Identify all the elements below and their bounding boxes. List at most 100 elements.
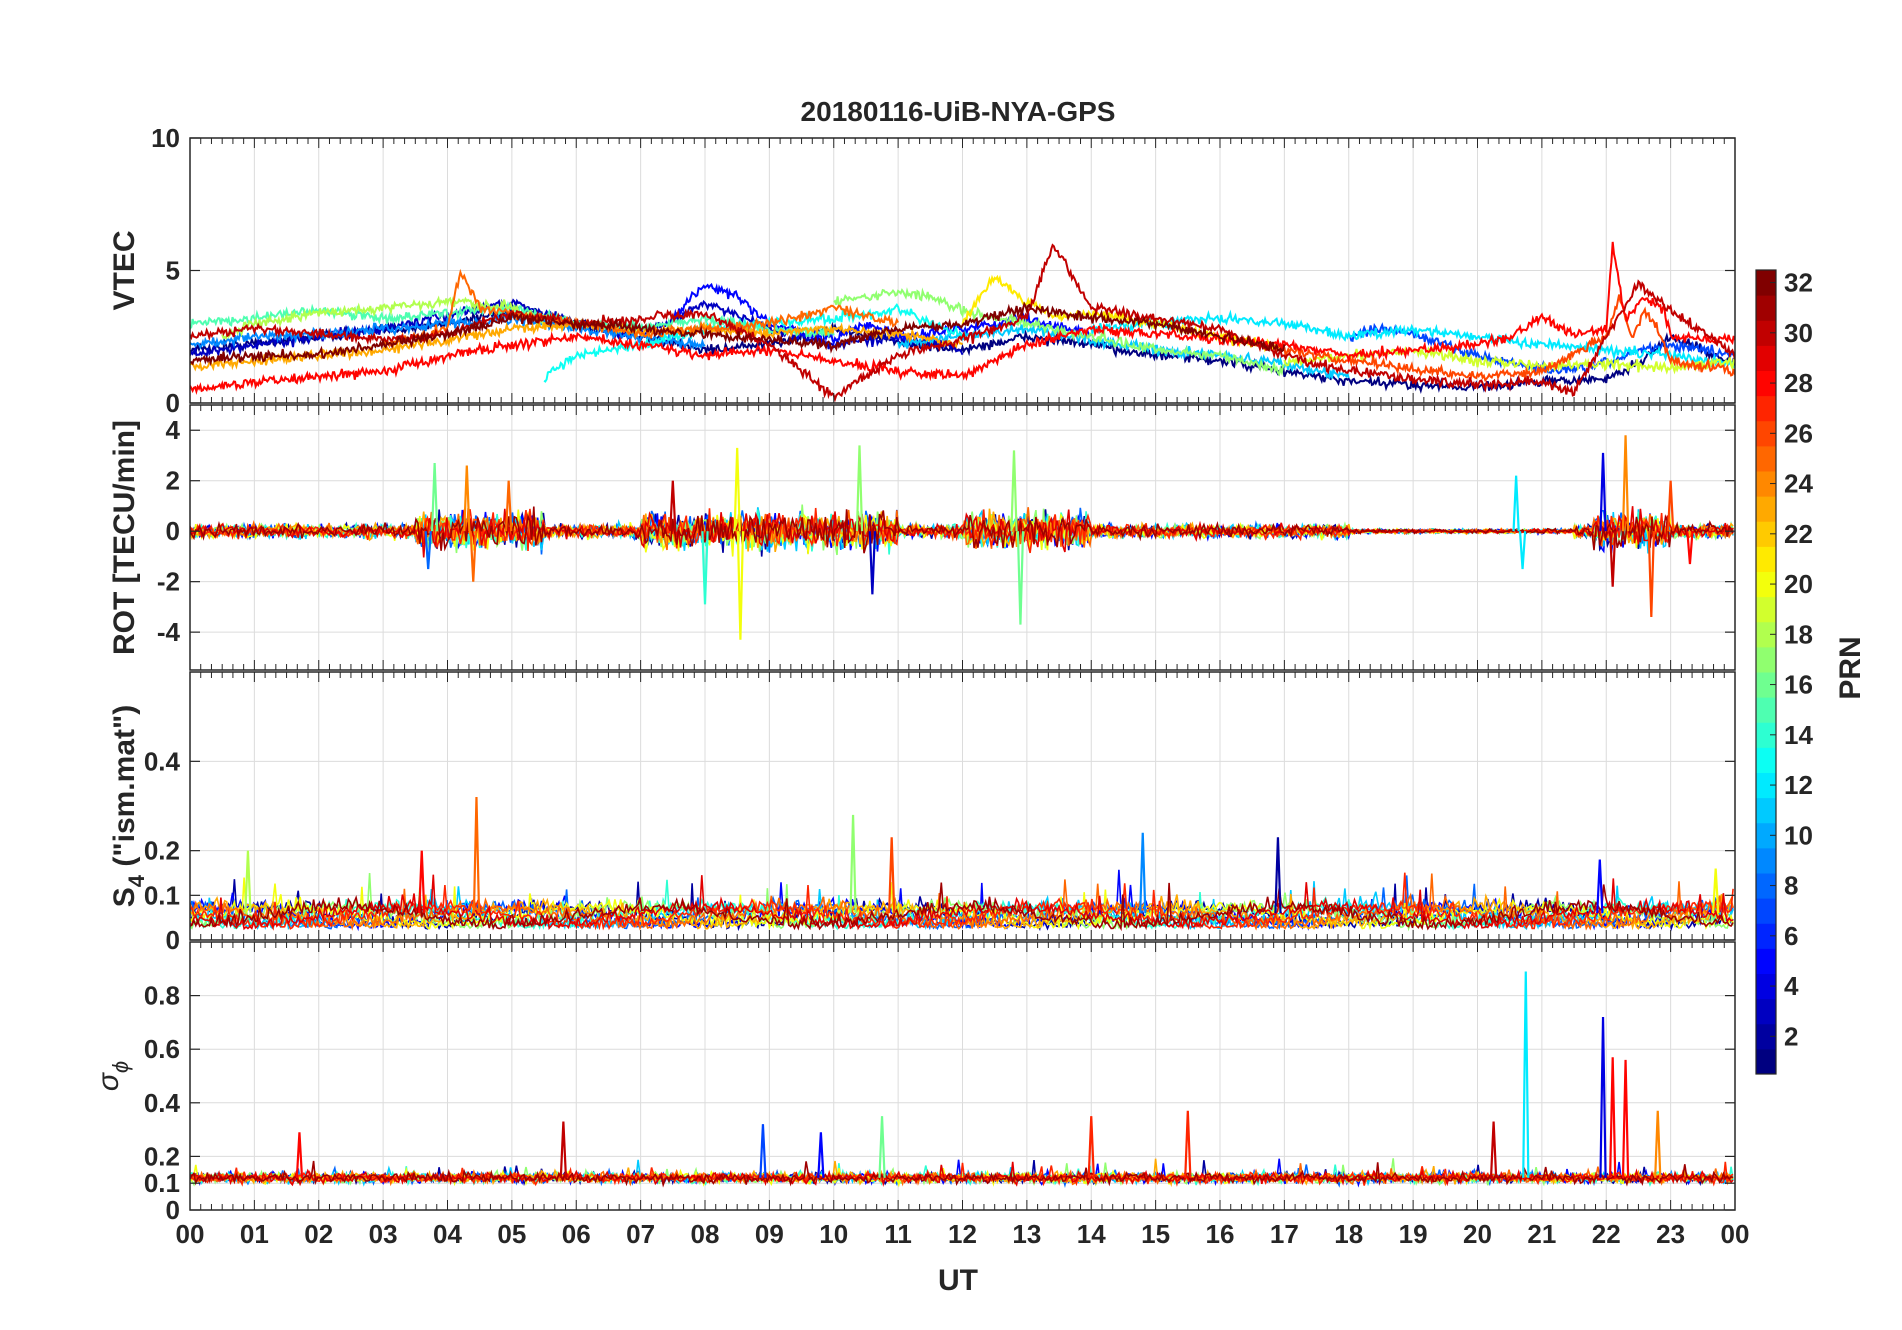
s4-spike-prn-9	[1139, 832, 1147, 914]
colorbar-swatch	[1756, 948, 1776, 974]
colorbar-tick-label: 16	[1784, 670, 1813, 700]
rot-spike-prn-26	[1647, 531, 1655, 618]
y-tick-label: 5	[166, 256, 180, 286]
y-tick-label: 0	[166, 388, 180, 418]
colorbar-swatch	[1756, 923, 1776, 949]
s4-trace-prn-20	[190, 877, 1734, 931]
s4-spike-prn-17	[849, 814, 857, 914]
vtec-line-prn-28	[190, 241, 1735, 395]
x-tick-label: 01	[240, 1219, 269, 1249]
colorbar-swatch	[1756, 772, 1776, 799]
y-tick-label: 0.2	[144, 836, 180, 866]
series-vtec	[190, 241, 1735, 403]
colorbar-swatch	[1756, 697, 1776, 723]
rot-spike-prn-3	[868, 531, 877, 595]
colorbar-tick-label: 32	[1784, 268, 1813, 298]
x-tick-label: 23	[1656, 1219, 1685, 1249]
vtec-line-prn-12	[1090, 309, 1735, 369]
colorbar-swatch	[1756, 496, 1776, 522]
sigma-spike-prn-27	[1087, 1116, 1095, 1178]
rot-spike-prn-25	[504, 480, 513, 532]
colorbar-swatch	[1756, 898, 1776, 924]
x-tick-label: 22	[1592, 1219, 1621, 1249]
colorbar-tick-label: 22	[1784, 519, 1813, 549]
x-tick-label: 11	[884, 1219, 912, 1249]
rot-spike-prn-26	[1666, 480, 1675, 532]
panel-s4: 0 0.1 0.2 0.4S4 ("ism.mat")	[108, 671, 1736, 955]
y-tick-label: 0	[166, 1195, 180, 1225]
vtec-line-prn-25	[382, 268, 899, 349]
panel-rot: -4 -2 0 2 4 ROT [TECU/min]	[108, 404, 1736, 671]
x-tick-label: 09	[755, 1219, 784, 1249]
y-tick-label: 0.6	[144, 1034, 180, 1064]
x-tick-label: 06	[562, 1219, 591, 1249]
colorbar-label: PRN	[1834, 636, 1867, 699]
s4-spike-prn-5	[1596, 859, 1604, 914]
colorbar-swatch	[1756, 395, 1776, 422]
series-s4	[190, 797, 1734, 932]
s4-spike-prn-28	[418, 850, 426, 914]
rot-spike-prn-28	[1686, 531, 1694, 565]
colorbar-tick-label: 28	[1784, 368, 1813, 398]
rot-spike-prn-20	[736, 531, 745, 640]
y-axis-label-s4: S4 ("ism.mat")	[108, 705, 149, 907]
colorbar-tick-label: 12	[1784, 770, 1813, 800]
sigma-spike-prn-16	[878, 1116, 886, 1178]
colorbar-swatch	[1756, 873, 1776, 899]
colorbar-swatch	[1756, 546, 1776, 572]
colorbar-swatch	[1756, 521, 1776, 547]
x-tick-label: 05	[497, 1219, 526, 1249]
colorbar-swatch	[1756, 596, 1776, 623]
rot-spike-prn-24	[463, 465, 471, 532]
s4-spike-prn-26	[888, 837, 896, 914]
rot-spike-prn-24	[1621, 435, 1630, 532]
y-tick-label: 0.4	[144, 746, 181, 776]
colorbar-swatch	[1756, 847, 1776, 874]
colorbar-swatch	[1756, 370, 1776, 397]
rot-spike-prn-30	[1609, 531, 1617, 587]
s4-trace-prn-31	[190, 882, 1734, 932]
y-tick-label: 0	[166, 516, 180, 546]
rot-spike-prn-17	[855, 445, 864, 532]
colorbar-tick-label: 14	[1784, 720, 1813, 750]
colorbar-swatch	[1756, 747, 1776, 773]
vtec-line-prn-26	[1283, 294, 1735, 382]
sigma-spike-prn-30	[559, 1121, 568, 1178]
colorbar-swatch	[1756, 1023, 1776, 1050]
sigma-spike-prn-12	[1522, 971, 1530, 1178]
colorbar-swatch	[1756, 295, 1776, 321]
rot-spike-prn-12	[1512, 475, 1520, 532]
colorbar-swatch	[1756, 571, 1776, 598]
x-tick-labels: 00 01 02 03 04 05 06 07 08 09 10 11 12 13 14 15 16 17 18 19…	[176, 1219, 1750, 1249]
sigma-spike-prn-7	[759, 1124, 767, 1178]
s4-spike-prn-2	[1274, 837, 1282, 914]
colorbar-swatch	[1756, 320, 1776, 346]
y-axis-label-vtec: VTEC	[108, 230, 141, 310]
rot-spike-prn-25	[469, 531, 477, 582]
sigma-spike-prn-4	[1599, 1017, 1607, 1178]
colorbar-tick-label: 10	[1784, 820, 1813, 850]
x-tick-label: 10	[819, 1219, 848, 1249]
sigma-spike-prn-5	[817, 1132, 825, 1178]
x-tick-label: 20	[1463, 1219, 1492, 1249]
sigma-spike-prn-28	[295, 1132, 304, 1178]
rot-spike-prn-14	[701, 531, 709, 605]
colorbar-swatch	[1756, 973, 1776, 1000]
s4-spike-prn-20	[1712, 868, 1720, 914]
y-tick-label: -4	[157, 617, 181, 647]
series-sigma	[190, 971, 1734, 1188]
y-tick-label: 10	[151, 123, 180, 153]
rot-spike-prn-20	[733, 447, 741, 532]
rot-spike-prn-16	[1016, 531, 1025, 625]
colorbar-tick-label: 26	[1784, 418, 1813, 448]
colorbar-tick-label: 8	[1784, 871, 1798, 901]
x-tick-label: 08	[691, 1219, 720, 1249]
rot-spike-prn-16	[430, 463, 439, 532]
x-tick-label: 07	[626, 1219, 655, 1249]
vtec-line-prn-32	[190, 301, 1286, 367]
y-axis-label-rot: ROT [TECU/min]	[108, 420, 141, 655]
y-tick-label: 0	[166, 925, 180, 955]
colorbar-tick-label: 4	[1784, 971, 1799, 1001]
y-axis-label-sigma: σϕ	[92, 1061, 133, 1091]
